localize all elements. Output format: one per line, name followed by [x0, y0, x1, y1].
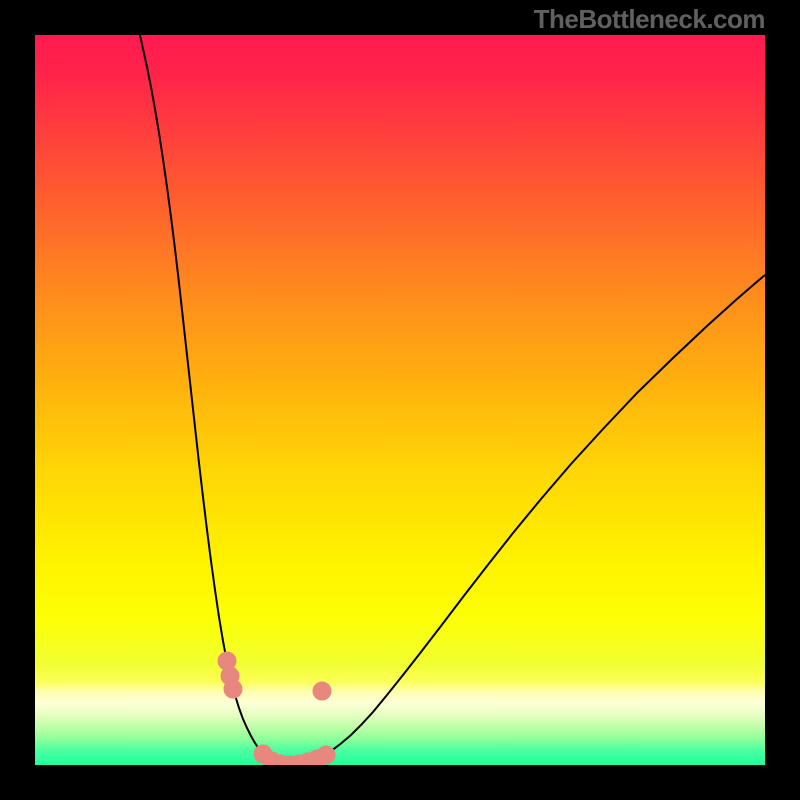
data-marker — [224, 680, 242, 698]
curve-layer — [35, 35, 765, 765]
plot-area — [35, 35, 765, 765]
right-curve — [287, 275, 765, 765]
chart-container: TheBottleneck.com — [0, 0, 800, 800]
data-marker — [313, 682, 331, 700]
watermark-text: TheBottleneck.com — [534, 4, 765, 35]
data-markers — [218, 652, 335, 765]
left-curve — [140, 35, 287, 765]
data-marker — [317, 746, 335, 764]
